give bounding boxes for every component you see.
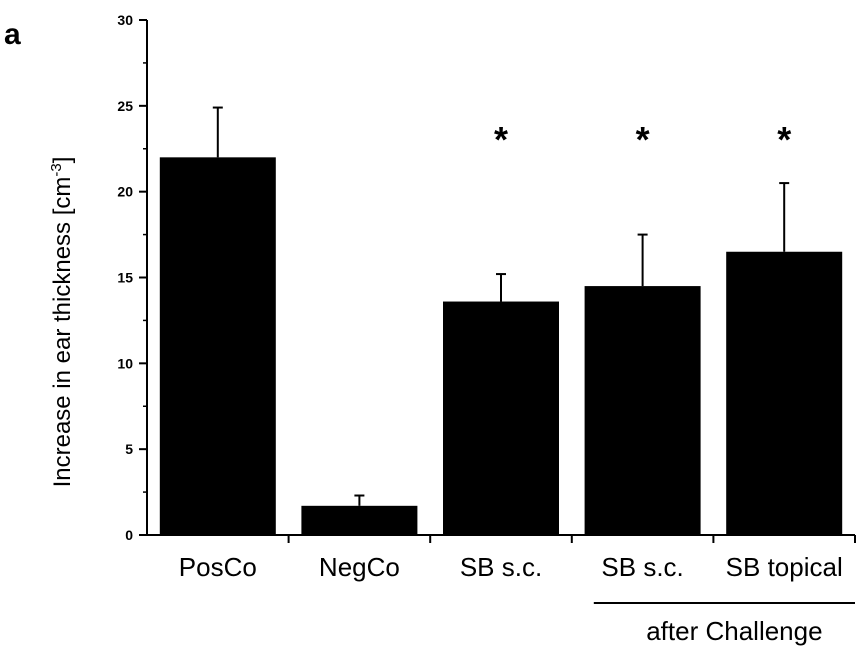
- panel-letter: a: [4, 18, 21, 51]
- significance-star: *: [494, 119, 508, 160]
- y-tick-label: 5: [125, 441, 133, 457]
- y-axis-label-suffix: ]: [49, 157, 76, 164]
- y-axis-label: Increase in ear thickness [cm-3]: [48, 157, 76, 488]
- x-tick-label: SB s.c.: [601, 552, 683, 582]
- significance-star: *: [777, 119, 791, 160]
- x-tick-label: NegCo: [319, 552, 400, 582]
- y-axis-label-superscript: -3: [48, 163, 65, 176]
- bar: [301, 505, 418, 535]
- bar: [159, 157, 276, 536]
- y-tick-label: 30: [117, 12, 133, 28]
- bar: [443, 301, 559, 535]
- error-bars: [212, 106, 790, 506]
- y-tick-label: 0: [125, 527, 133, 543]
- bar: [726, 251, 843, 535]
- x-tick-labels: PosCo NegCo SB s.c. SB s.c. SB topical: [179, 552, 843, 582]
- x-tick-label: SB s.c.: [460, 552, 542, 582]
- group-label: after Challenge: [646, 616, 822, 646]
- y-tick-label: 15: [117, 270, 133, 286]
- y-axis-label-main: Increase in ear thickness [cm: [49, 177, 76, 488]
- y-tick-label: 10: [117, 355, 133, 371]
- bar: [584, 286, 701, 535]
- significance-markers: * * *: [494, 119, 791, 160]
- x-tick-label: PosCo: [179, 552, 257, 582]
- significance-star: *: [636, 119, 650, 160]
- bars: [159, 157, 843, 536]
- y-tick-label: 20: [117, 184, 133, 200]
- x-tick-label: SB topical: [726, 552, 843, 582]
- group-annotation: after Challenge: [593, 602, 855, 646]
- y-tick-label: 25: [117, 98, 133, 114]
- y-tick-labels: 0 5 10 15 20 25 30: [117, 12, 133, 543]
